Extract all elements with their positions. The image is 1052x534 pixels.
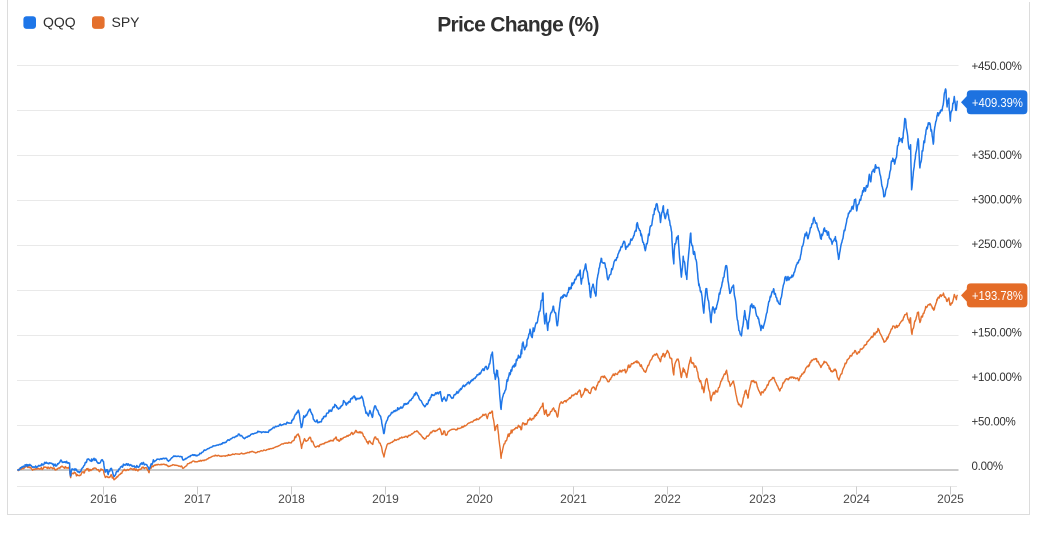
svg-text:2019: 2019 bbox=[372, 492, 399, 506]
svg-text:2018: 2018 bbox=[278, 492, 305, 506]
svg-text:2016: 2016 bbox=[90, 492, 117, 506]
svg-text:+100.00%: +100.00% bbox=[972, 372, 1022, 384]
svg-text:Price Change (%): Price Change (%) bbox=[437, 14, 599, 37]
svg-text:0.00%: 0.00% bbox=[972, 461, 1003, 473]
svg-text:+193.78%: +193.78% bbox=[972, 289, 1023, 303]
svg-text:2024: 2024 bbox=[843, 492, 870, 506]
svg-text:QQQ: QQQ bbox=[43, 14, 76, 30]
svg-text:2021: 2021 bbox=[560, 492, 587, 506]
svg-text:+250.00%: +250.00% bbox=[972, 239, 1022, 251]
svg-text:SPY: SPY bbox=[112, 14, 141, 30]
svg-text:+450.00%: +450.00% bbox=[972, 61, 1022, 73]
svg-text:2020: 2020 bbox=[466, 492, 493, 506]
svg-text:+350.00%: +350.00% bbox=[972, 150, 1022, 162]
svg-text:+150.00%: +150.00% bbox=[972, 328, 1022, 340]
svg-text:2025: 2025 bbox=[937, 492, 964, 506]
svg-text:2017: 2017 bbox=[184, 492, 211, 506]
svg-text:+50.00%: +50.00% bbox=[972, 417, 1016, 429]
svg-text:+300.00%: +300.00% bbox=[972, 194, 1022, 206]
svg-text:+409.39%: +409.39% bbox=[972, 96, 1023, 110]
svg-text:2022: 2022 bbox=[654, 492, 681, 506]
svg-text:2023: 2023 bbox=[749, 492, 776, 506]
